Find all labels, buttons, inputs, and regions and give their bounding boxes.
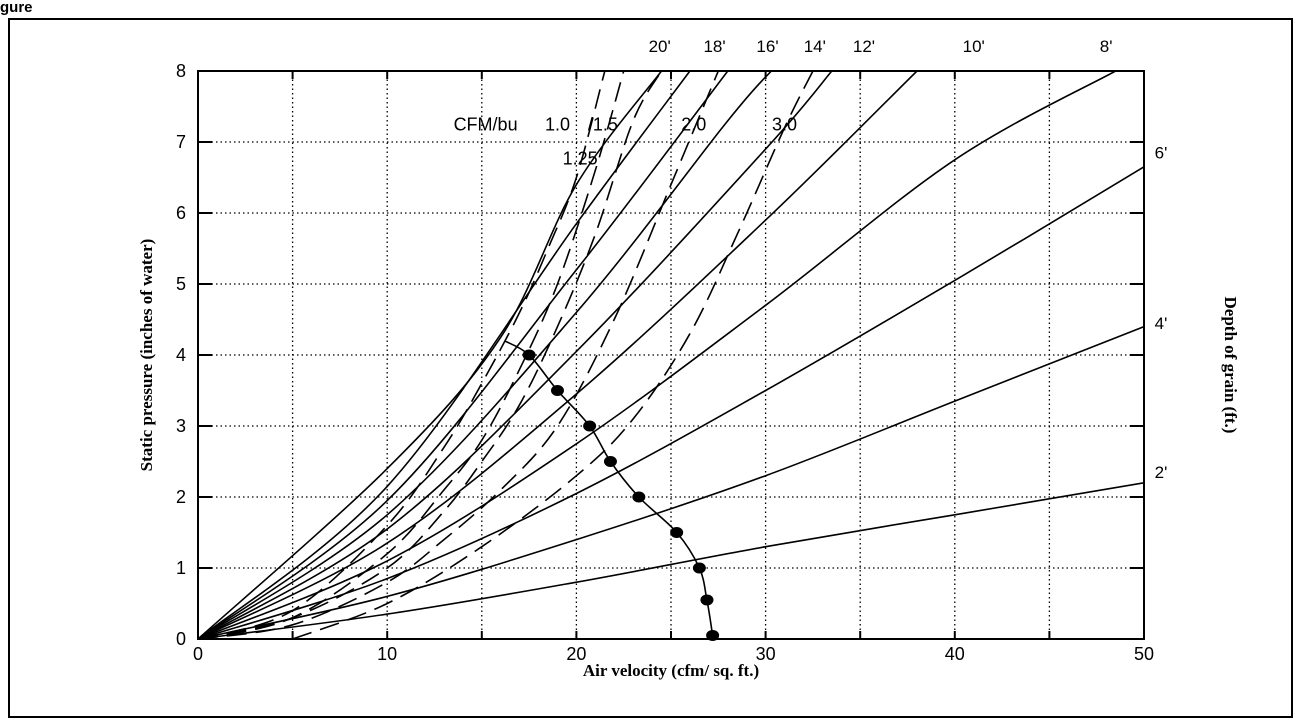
x-tick-label: 30: [756, 644, 776, 664]
depth-label: 18': [703, 37, 725, 56]
x-tick-label: 0: [193, 644, 203, 664]
marker-point: [632, 491, 646, 503]
depth-curve-12ft: [198, 71, 833, 639]
y-tick-label: 3: [176, 416, 186, 436]
y-tick-label: 6: [176, 203, 186, 223]
chart-labels: 20' 18' 16' 14' 12' 10' 8' 6' 4' 2' CFM/bu 1.0/1.5 1…: [454, 37, 1168, 482]
marker-point: [522, 349, 536, 361]
x-tick-label: 20: [566, 644, 586, 664]
axis-ticks: 0 10 20 30 40 50 0 1 2 3 4 5 6 7 8: [176, 61, 1154, 664]
y-tick-label: 8: [176, 61, 186, 81]
cfm-label: 3.0: [772, 114, 797, 134]
right-axis-title: Depth of grain (ft.): [1221, 297, 1240, 434]
marker-series: [504, 340, 720, 641]
cfm-curve-2.0: [198, 71, 720, 639]
cfm-label: /1.5: [588, 114, 618, 134]
depth-curve-20ft: [198, 71, 663, 639]
x-axis-title: Air velocity (cfm/ sq. ft.): [583, 661, 759, 680]
cfm-label: 1.0: [545, 114, 570, 134]
cfm-curve-1.0: [198, 71, 606, 639]
cfm-curve-1.25: [198, 71, 625, 639]
marker-point: [603, 456, 617, 467]
cfm-label: CFM/bu: [454, 114, 518, 134]
figure-frame: [8, 18, 1293, 718]
y-tick-label: 2: [176, 487, 186, 507]
depth-label: 4': [1155, 314, 1168, 333]
depth-curves: [198, 71, 1144, 639]
depth-label: 16': [756, 37, 778, 56]
depth-label: 14': [804, 37, 826, 56]
x-tick-label: 10: [377, 644, 397, 664]
y-tick-label: 7: [176, 132, 186, 152]
marker-point: [700, 594, 714, 606]
marker-point: [550, 385, 564, 396]
depth-curve-4ft: [198, 325, 1144, 639]
cfm-label: 2.0: [681, 114, 706, 134]
depth-curve-18ft: [198, 71, 691, 639]
depth-label: 20': [649, 37, 671, 56]
depth-label: 6': [1155, 144, 1168, 163]
marker-point: [583, 420, 597, 432]
cfm-label: 1.25: [563, 148, 598, 168]
depth-curve-2ft: [198, 482, 1144, 639]
x-tick-label: 40: [945, 644, 965, 664]
y-tick-label: 1: [176, 558, 186, 578]
marker-point: [692, 562, 706, 574]
y-tick-label: 5: [176, 274, 186, 294]
x-tick-label: 50: [1134, 644, 1154, 664]
depth-label: 12': [853, 37, 875, 56]
depth-label: 8': [1100, 37, 1113, 56]
figure-label: gure: [0, 0, 33, 16]
y-axis-title: Static pressure (inches of water): [137, 239, 156, 472]
depth-curve-6ft: [198, 166, 1144, 639]
marker-point: [670, 527, 684, 538]
marker-point: [706, 629, 720, 641]
grid: [198, 71, 1144, 639]
depth-curve-10ft: [198, 71, 918, 639]
cfm-curve-1.5: [198, 71, 663, 639]
depth-label: 10': [963, 37, 985, 56]
cfm-curve-3.0: [292, 71, 814, 639]
depth-label: 2': [1155, 463, 1168, 482]
marker-series-line: [504, 340, 714, 636]
y-tick-label: 4: [176, 345, 186, 365]
depth-curve-14ft: [198, 71, 772, 639]
depth-curve-16ft: [198, 71, 729, 639]
y-tick-label: 0: [176, 629, 186, 649]
cfm-curves: [198, 71, 814, 639]
